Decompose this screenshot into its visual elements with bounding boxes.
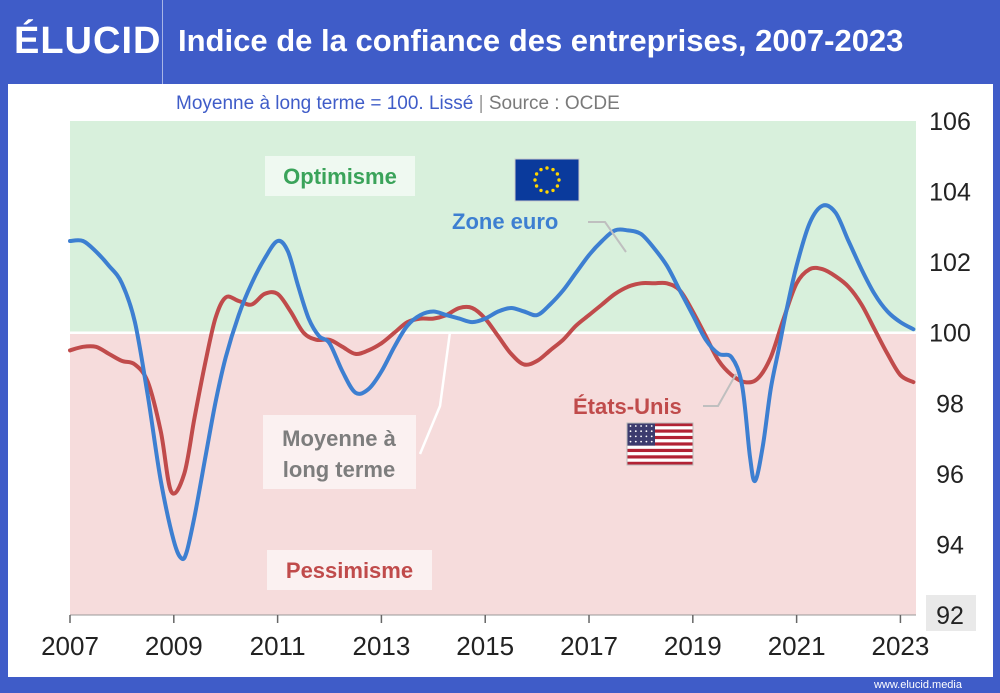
euro-label-leader	[588, 221, 627, 253]
us-flag-stripe	[627, 429, 693, 433]
us-flag-border	[626, 422, 694, 466]
pessimism-label-box	[267, 550, 432, 590]
x-tick-label: 2021	[768, 631, 826, 661]
eu-flag-star	[539, 167, 543, 172]
chart-subtitle: Moyenne à long terme = 100. Lissé | Sour…	[176, 93, 620, 114]
y-tick-label: 104	[929, 179, 971, 207]
us-flag-star	[634, 425, 637, 427]
baseline-label-line2: long terme	[283, 457, 395, 482]
us-flag-star	[629, 440, 632, 443]
eu-flag-field	[514, 158, 580, 202]
footer-url: www.elucid.media	[873, 679, 962, 691]
us-flag-stripe	[627, 458, 693, 462]
baseline-label-line1: Moyenne à	[282, 426, 396, 451]
us-flag-star	[645, 440, 648, 443]
us-flag-star	[645, 425, 648, 427]
us-flag-stripe	[627, 426, 693, 430]
y-tick-label: 100	[929, 320, 971, 348]
us-flag-star	[645, 430, 648, 433]
us-flag-icon	[626, 422, 694, 466]
baseline-label-leader	[418, 331, 452, 455]
chart-panel: Moyenne à long terme = 100. Lissé | Sour…	[8, 84, 993, 677]
zone-backgrounds	[70, 121, 916, 615]
us-flag-stripe	[627, 435, 693, 440]
eu-flag-star	[534, 184, 539, 188]
eu-flag-star	[539, 188, 543, 193]
x-tick-label: 2007	[41, 631, 99, 661]
us-flag-star	[650, 425, 653, 427]
us-flag-star	[640, 440, 642, 443]
x-tick-label: 2017	[560, 631, 618, 661]
y-tick-label: 102	[929, 249, 971, 277]
us-flag-star	[629, 430, 632, 433]
optimism-label-box	[265, 156, 415, 196]
x-tick-label: 2013	[352, 631, 410, 661]
us-flag-star	[650, 440, 653, 443]
header-bar: ÉLUCID Indice de la confiance des entrep…	[0, 0, 1000, 84]
pessimism-zone	[70, 332, 916, 615]
us-flag-star	[634, 430, 637, 433]
header-divider	[162, 0, 163, 84]
x-tick-label: 2023	[872, 631, 930, 661]
x-tick-label: 2019	[664, 631, 722, 661]
elucid-logo: ÉLUCID	[14, 20, 162, 62]
y-tick-label: 92	[936, 602, 964, 630]
us-flag-stripe	[627, 432, 693, 437]
pessimism-label: Pessimisme	[267, 550, 432, 590]
us-flag-star	[640, 430, 642, 433]
us-flag-star	[629, 425, 632, 427]
us-flag-star	[634, 440, 637, 443]
x-tick-label: 2011	[250, 631, 306, 661]
y-tick-label: 98	[936, 390, 964, 418]
optimism-label-text: Optimisme	[283, 164, 397, 189]
us-flag-stripe	[627, 423, 693, 427]
us-flag-star	[645, 435, 648, 438]
us-flag-stripe	[627, 445, 693, 450]
us-flag-star	[640, 435, 642, 438]
annotations: Moyenne à long terme = 100. Lissé | Sour…	[176, 93, 737, 590]
y-tick-label: 96	[936, 461, 964, 489]
euro-zone-line	[68, 203, 916, 562]
us-flag-stripe	[627, 442, 693, 446]
us-flag-stripe	[627, 452, 693, 456]
eu-flag-star	[534, 172, 539, 176]
y-tick-label: 94	[936, 531, 964, 559]
euro-series-label: Zone euro	[452, 209, 558, 234]
eu-flag-star	[557, 178, 561, 182]
x-tick-label: 2009	[145, 631, 203, 661]
us-series-label: États-Unis	[573, 394, 682, 419]
eu-flag-star	[555, 172, 560, 176]
chart-title: Indice de la confiance des entreprises, …	[178, 23, 904, 58]
y-tick-label: 106	[929, 108, 971, 136]
y-min-tick-box	[926, 595, 976, 631]
us-flag-stripe	[627, 439, 693, 443]
us-flag-stripe	[627, 455, 693, 459]
x-tick-label: 2015	[456, 631, 514, 661]
eu-flag-star	[545, 166, 549, 170]
eu-flag-star	[533, 178, 537, 182]
us-flag-stripe	[627, 448, 693, 453]
pessimism-label-text: Pessimisme	[286, 558, 413, 583]
chart-svg: Moyenne à long terme = 100. Lissé | Sour…	[41, 93, 976, 661]
eu-flag-star	[551, 188, 555, 193]
baseline-label-box	[263, 415, 416, 489]
us-label-leader	[703, 373, 737, 407]
optimism-label: Optimisme	[265, 156, 415, 196]
axes: 106 104 102 100 98 96 94 92 2007 2009 2011 2013 2015…	[41, 108, 976, 661]
us-flag-star	[634, 435, 637, 438]
eu-flag-star	[555, 184, 560, 188]
eu-flag-star	[551, 167, 555, 172]
us-flag-star	[650, 430, 653, 433]
optimism-zone	[70, 121, 916, 333]
us-flag-star	[629, 435, 632, 438]
us-flag-canton	[627, 423, 655, 446]
us-flag-stripe	[627, 461, 693, 466]
eu-flag-icon	[514, 158, 580, 202]
us-flag-star	[640, 425, 642, 427]
eu-flag-star	[545, 190, 549, 194]
series-lines	[68, 203, 916, 562]
baseline-label: Moyenne à long terme	[263, 415, 416, 489]
us-flag-star	[650, 435, 653, 438]
